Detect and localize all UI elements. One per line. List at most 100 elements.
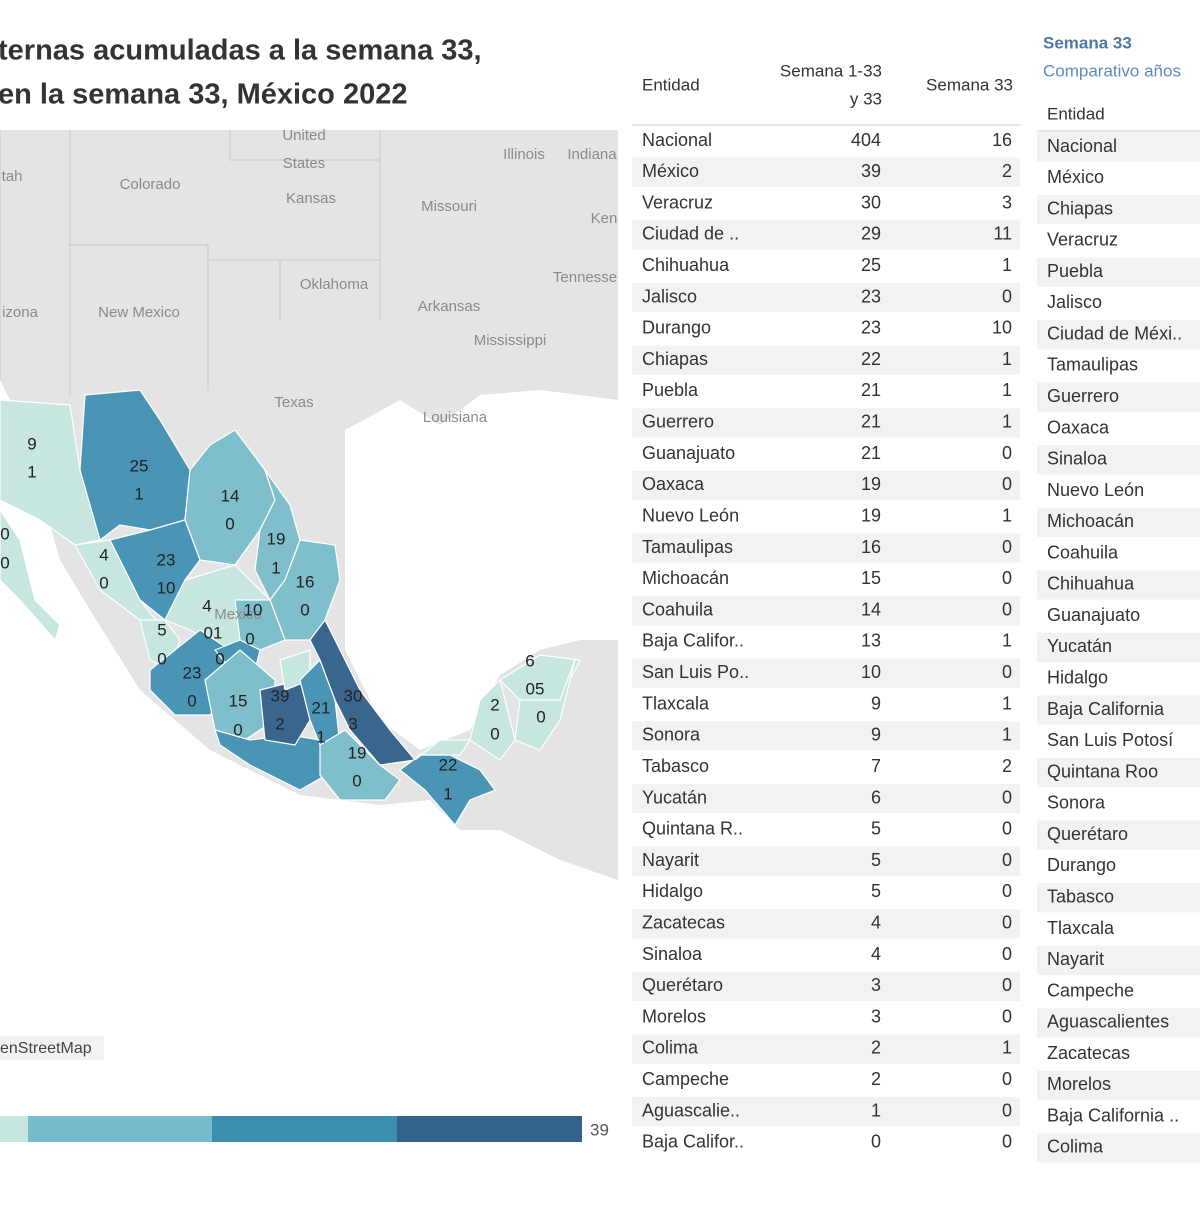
row-shade <box>1037 695 1200 725</box>
cell: Morelos <box>642 1006 706 1026</box>
state-label: 25 <box>130 456 149 475</box>
cell: Michoacán <box>1047 511 1134 531</box>
row-shade <box>632 783 1020 814</box>
cell: Aguascalie.. <box>642 1100 740 1120</box>
cell: Coahuila <box>642 599 714 619</box>
state-label: 5 <box>157 620 166 639</box>
title: en la semana 33, México 2022 <box>0 79 407 111</box>
cell: Campeche <box>642 1069 729 1089</box>
state-label: 15 <box>229 691 248 710</box>
row-shade <box>632 533 1020 563</box>
cell: Veracruz <box>1047 230 1118 250</box>
state-label: 0 <box>157 649 166 668</box>
cell: Durango <box>642 318 711 338</box>
row-shade <box>632 282 1020 313</box>
attribution-bg <box>0 1036 104 1060</box>
cell: 404 <box>851 130 881 150</box>
cell: 0 <box>1002 1132 1012 1152</box>
place-label: tah <box>2 168 23 185</box>
row-shade <box>632 345 1020 375</box>
cell: Tabasco <box>1047 886 1114 906</box>
row-shade <box>1037 757 1200 788</box>
cell: Guanajuato <box>642 443 735 463</box>
place-label: Mexico <box>214 606 262 623</box>
cell: Sonora <box>642 725 701 745</box>
row-shade <box>632 971 1020 1002</box>
place-label: Illinois <box>503 146 545 163</box>
legend-step <box>212 1116 397 1142</box>
cell: 14 <box>861 599 881 619</box>
state-label: 4 <box>99 545 108 564</box>
legend: 39 <box>0 1116 609 1142</box>
cell: Jalisco <box>642 286 697 306</box>
map[interactable]: enStreetMap United States Illinois Indiana t… <box>0 127 618 1063</box>
cell: 1 <box>1002 725 1012 745</box>
cell: 1 <box>1002 505 1012 525</box>
cell: 0 <box>1002 568 1012 588</box>
cell: Chiapas <box>642 349 708 369</box>
cell: Baja Califor.. <box>642 631 744 651</box>
cell: Tlaxcala <box>642 693 710 713</box>
cell: 0 <box>1002 599 1012 619</box>
cell: 1 <box>871 1100 881 1120</box>
cell: 29 <box>861 224 881 244</box>
place-label: States <box>283 155 326 172</box>
row-shade <box>1037 382 1200 412</box>
cell: 2 <box>1002 161 1012 181</box>
table2-subtitle: Comparativo años <box>1043 61 1181 80</box>
cell: 11 <box>993 224 1012 244</box>
state-label: 30 <box>344 686 363 705</box>
state-label: 14 <box>221 486 240 505</box>
state-label: 9 <box>27 434 36 453</box>
state-label: 23 <box>183 663 202 682</box>
cell: 0 <box>1002 944 1012 964</box>
state-label: 4 <box>202 596 211 615</box>
cell: Baja California .. <box>1047 1105 1179 1125</box>
cell: México <box>1047 167 1104 187</box>
cell: 7 <box>871 756 881 776</box>
state-label: 0 <box>536 707 545 726</box>
row-shade <box>632 721 1020 751</box>
cell: Veracruz <box>642 192 713 212</box>
cell: 1 <box>1002 693 1012 713</box>
state-label: 1 <box>316 727 325 746</box>
legend-step <box>397 1116 582 1142</box>
attribution: enStreetMap <box>0 1040 92 1057</box>
state-label: 2 <box>490 695 499 714</box>
state-label: 0 <box>0 524 9 543</box>
row-shade <box>632 658 1020 688</box>
row-shade <box>1037 132 1200 162</box>
place-label: Kansas <box>286 190 336 207</box>
cell: Zacatecas <box>642 913 725 933</box>
cell: 0 <box>1002 286 1012 306</box>
cell: San Luis Potosí <box>1047 730 1173 750</box>
place-label: Arkansas <box>418 298 481 315</box>
state-label: 0 <box>245 629 254 648</box>
cell: 0 <box>1002 913 1012 933</box>
cell: 0 <box>1002 1006 1012 1026</box>
place-label: Indiana <box>567 146 617 163</box>
cell: Tabasco <box>642 756 709 776</box>
cell: 30 <box>861 192 881 212</box>
column-header: Semana 33 <box>926 75 1013 94</box>
legend-max: 39 <box>590 1120 609 1139</box>
cell: 16 <box>992 130 1012 150</box>
cell: 39 <box>861 161 881 181</box>
row-shade <box>632 1096 1020 1127</box>
place-label: Louisiana <box>423 409 488 426</box>
row-shade <box>1037 820 1200 850</box>
state-label: 2 <box>275 714 284 733</box>
state-label: 1 <box>443 784 452 803</box>
cell: Querétaro <box>1047 824 1128 844</box>
place-label: United <box>282 127 325 144</box>
cell: 23 <box>861 286 881 306</box>
cell: 4 <box>871 913 881 933</box>
cell: 15 <box>861 568 881 588</box>
cell: 0 <box>871 1132 881 1152</box>
cell: 22 <box>861 349 881 369</box>
cell: Morelos <box>1047 1074 1111 1094</box>
place-label: Missouri <box>421 198 477 215</box>
row-shade <box>632 846 1020 876</box>
cell: Jalisco <box>1047 292 1102 312</box>
